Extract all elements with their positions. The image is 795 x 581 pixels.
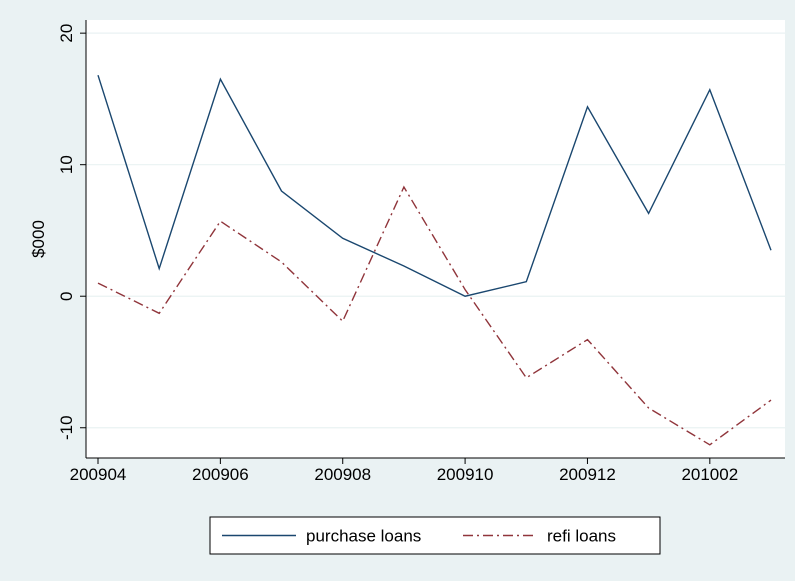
y-tick-label: 10 bbox=[57, 155, 76, 174]
legend-label: purchase loans bbox=[306, 527, 421, 546]
y-tick-label: 0 bbox=[57, 291, 76, 300]
x-tick-label: 200908 bbox=[314, 465, 371, 484]
y-tick-label: -10 bbox=[57, 415, 76, 440]
x-tick-label: 200912 bbox=[559, 465, 616, 484]
x-tick-label: 201002 bbox=[681, 465, 738, 484]
axes: -10 0 10 20 200904 200906 200908 200910 200912 20… bbox=[57, 20, 785, 484]
series-line-2 bbox=[97, 185, 772, 446]
legend: purchase loans refi loans bbox=[209, 516, 661, 555]
x-tick-label: 200910 bbox=[437, 465, 494, 484]
x-tick-label: 200906 bbox=[192, 465, 249, 484]
grid-lines bbox=[86, 32, 785, 429]
y-tick-label: 20 bbox=[57, 24, 76, 43]
y-axis-title: $000 bbox=[29, 220, 48, 258]
series-line-1 bbox=[97, 74, 772, 297]
x-tick-label: 200904 bbox=[70, 465, 127, 484]
series-lines bbox=[97, 74, 772, 446]
legend-label: refi loans bbox=[547, 527, 616, 546]
